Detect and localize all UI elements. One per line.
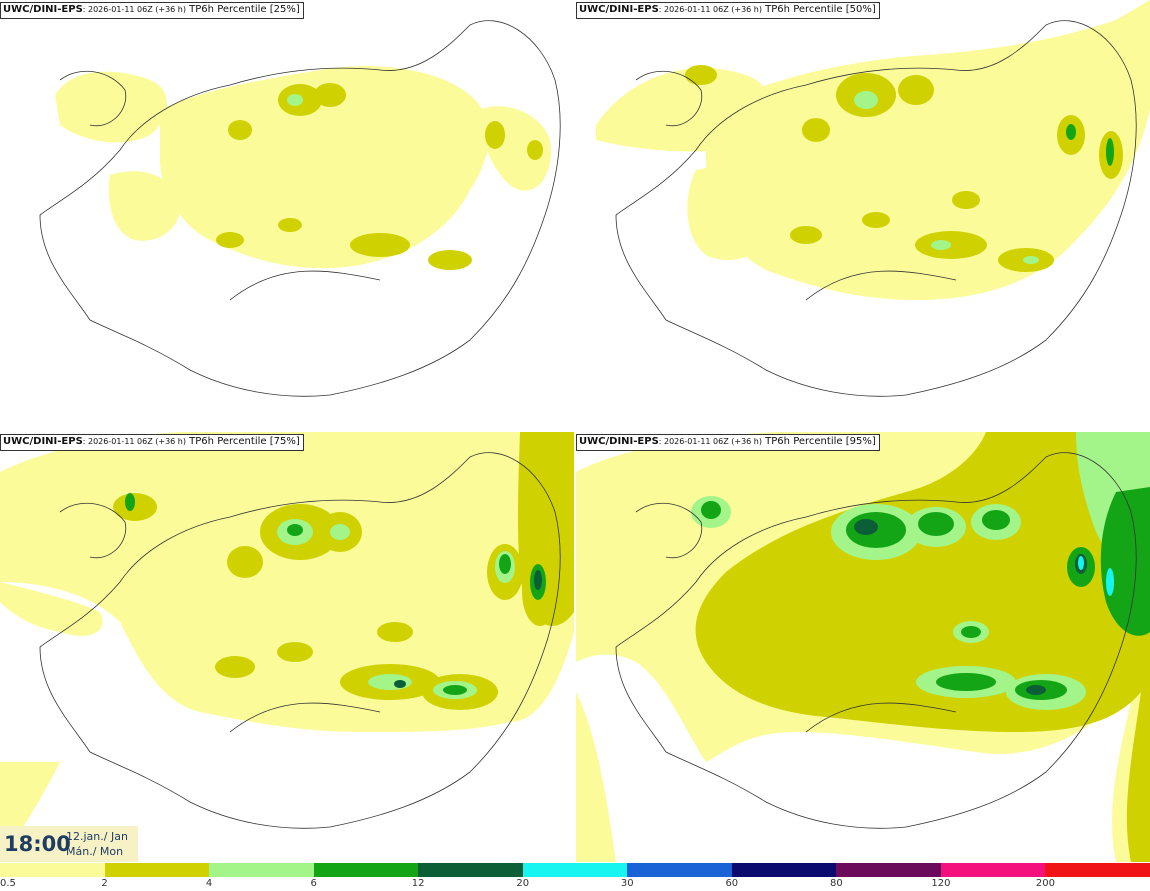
product-name: TP6h Percentile [50%] [765,4,876,15]
run-time: : 2026-01-11 06Z (+36 h) [658,437,762,446]
legend-swatch [104,863,210,877]
valid-date-line1: 12.jan./ Jan [66,830,128,843]
legend-tick-label: 2 [101,878,108,889]
model-name: UWC/DINI-EPS [3,4,83,15]
model-name: UWC/DINI-EPS [579,4,659,15]
iceland-precip-map [39,20,561,397]
legend-swatch [0,863,105,877]
iceland-precip-map [596,0,1150,397]
map-panel-p50: UWC/DINI-EPS: 2026-01-11 06Z (+36 h) TP6… [576,0,1150,430]
run-time: : 2026-01-11 06Z (+36 h) [658,5,762,14]
legend-swatch [731,863,837,877]
color-legend-ticks: 0.5 2 4 6 12 20 30 60 80 120 200 [0,877,1150,891]
valid-time: 18:00 [4,832,71,856]
panel-title: UWC/DINI-EPS: 2026-01-11 06Z (+36 h) TP6… [576,2,880,19]
legend-tick-label: 60 [725,878,739,889]
legend-swatch [627,863,732,877]
product-name: TP6h Percentile [25%] [189,4,300,15]
product-name: TP6h Percentile [95%] [765,436,876,447]
legend-swatch [940,863,1046,877]
color-legend-bar [0,863,1150,877]
legend-tick-label: 12 [411,878,425,889]
legend-tick-label: 4 [205,878,213,889]
legend-tick-label: 0.5 [0,878,16,889]
panel-title: UWC/DINI-EPS: 2026-01-11 06Z (+36 h) TP6… [0,2,304,19]
valid-time-box: 18:00 12.jan./ Jan Mán./ Mon [0,826,138,862]
legend-tick-label: 30 [620,878,634,889]
run-time: : 2026-01-11 06Z (+36 h) [82,5,186,14]
legend-tick-label: 120 [931,878,951,889]
legend-swatch [209,863,314,877]
panel-title: UWC/DINI-EPS: 2026-01-11 06Z (+36 h) TP6… [576,434,880,451]
legend-swatch [418,863,523,877]
legend-tick-label: 80 [829,878,843,889]
map-panel-p95: UWC/DINI-EPS: 2026-01-11 06Z (+36 h) TP6… [576,432,1150,862]
legend-swatch [836,863,941,877]
legend-swatch [1045,863,1150,877]
valid-date-line2: Mán./ Mon [66,845,124,858]
legend-tick-label: 6 [310,878,317,889]
legend-swatch [313,863,419,877]
legend-tick-label: 200 [1035,878,1055,889]
iceland-precip-map [576,432,1150,862]
map-panel-p75: UWC/DINI-EPS: 2026-01-11 06Z (+36 h) TP6… [0,432,574,862]
model-name: UWC/DINI-EPS [3,436,83,447]
model-name: UWC/DINI-EPS [579,436,659,447]
legend-tick-label: 20 [516,878,530,889]
map-panel-p25: UWC/DINI-EPS: 2026-01-11 06Z (+36 h) TP6… [0,0,574,430]
product-name: TP6h Percentile [75%] [189,436,300,447]
legend-swatch [522,863,628,877]
run-time: : 2026-01-11 06Z (+36 h) [82,437,186,446]
iceland-precip-map [0,432,574,862]
panel-title: UWC/DINI-EPS: 2026-01-11 06Z (+36 h) TP6… [0,434,304,451]
